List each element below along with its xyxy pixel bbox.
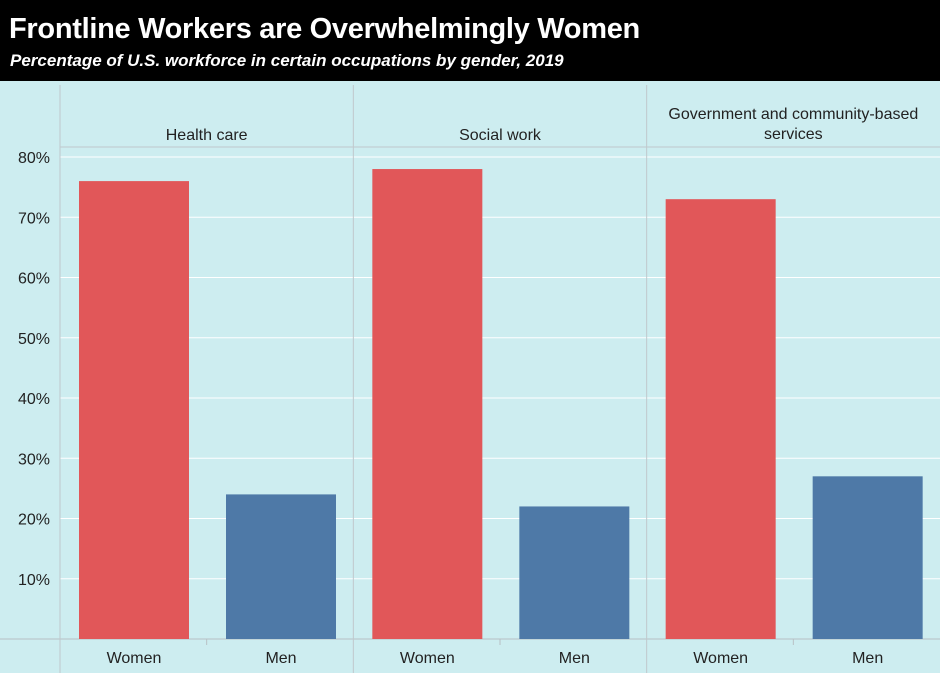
y-tick-label-30: 30% bbox=[18, 451, 50, 468]
y-tick-label-40: 40% bbox=[18, 391, 50, 408]
x-tick-label-1-women: Women bbox=[400, 650, 455, 667]
bar-1-women bbox=[372, 169, 483, 640]
bar-2-women bbox=[665, 199, 776, 640]
x-tick-label-1-men: Men bbox=[559, 650, 590, 667]
x-tick-label-0-women: Women bbox=[107, 650, 162, 667]
x-tick-label-0-men: Men bbox=[265, 650, 296, 667]
chart-header: Frontline Workers are Overwhelmingly Wom… bbox=[0, 0, 940, 81]
y-tick-label-20: 20% bbox=[18, 512, 50, 529]
panel-label-0-line-0: Health care bbox=[166, 127, 248, 144]
bar-1-men bbox=[519, 506, 630, 639]
x-tick-label-2-men: Men bbox=[852, 650, 883, 667]
panel-label-2-line-0: Government and community-based bbox=[668, 106, 918, 123]
y-tick-label-80: 80% bbox=[18, 150, 50, 167]
panel-label-1-line-0: Social work bbox=[459, 127, 542, 144]
bar-0-women bbox=[79, 181, 189, 639]
chart-title: Frontline Workers are Overwhelmingly Wom… bbox=[9, 13, 640, 45]
y-tick-label-10: 10% bbox=[18, 572, 50, 589]
bar-0-men bbox=[226, 494, 336, 639]
bar-2-men bbox=[812, 476, 923, 639]
bar-chart: 10% 20% 30% 40% 50% 60% 70% 80% Health care Women… bbox=[0, 81, 940, 673]
y-tick-label-50: 50% bbox=[18, 331, 50, 348]
y-tick-label-60: 60% bbox=[18, 271, 50, 288]
y-tick-label-70: 70% bbox=[18, 210, 50, 227]
x-tick-label-2-women: Women bbox=[693, 650, 748, 667]
chart-subtitle: Percentage of U.S. workforce in certain … bbox=[10, 51, 564, 70]
panel-label-2-line-1: services bbox=[764, 126, 823, 143]
